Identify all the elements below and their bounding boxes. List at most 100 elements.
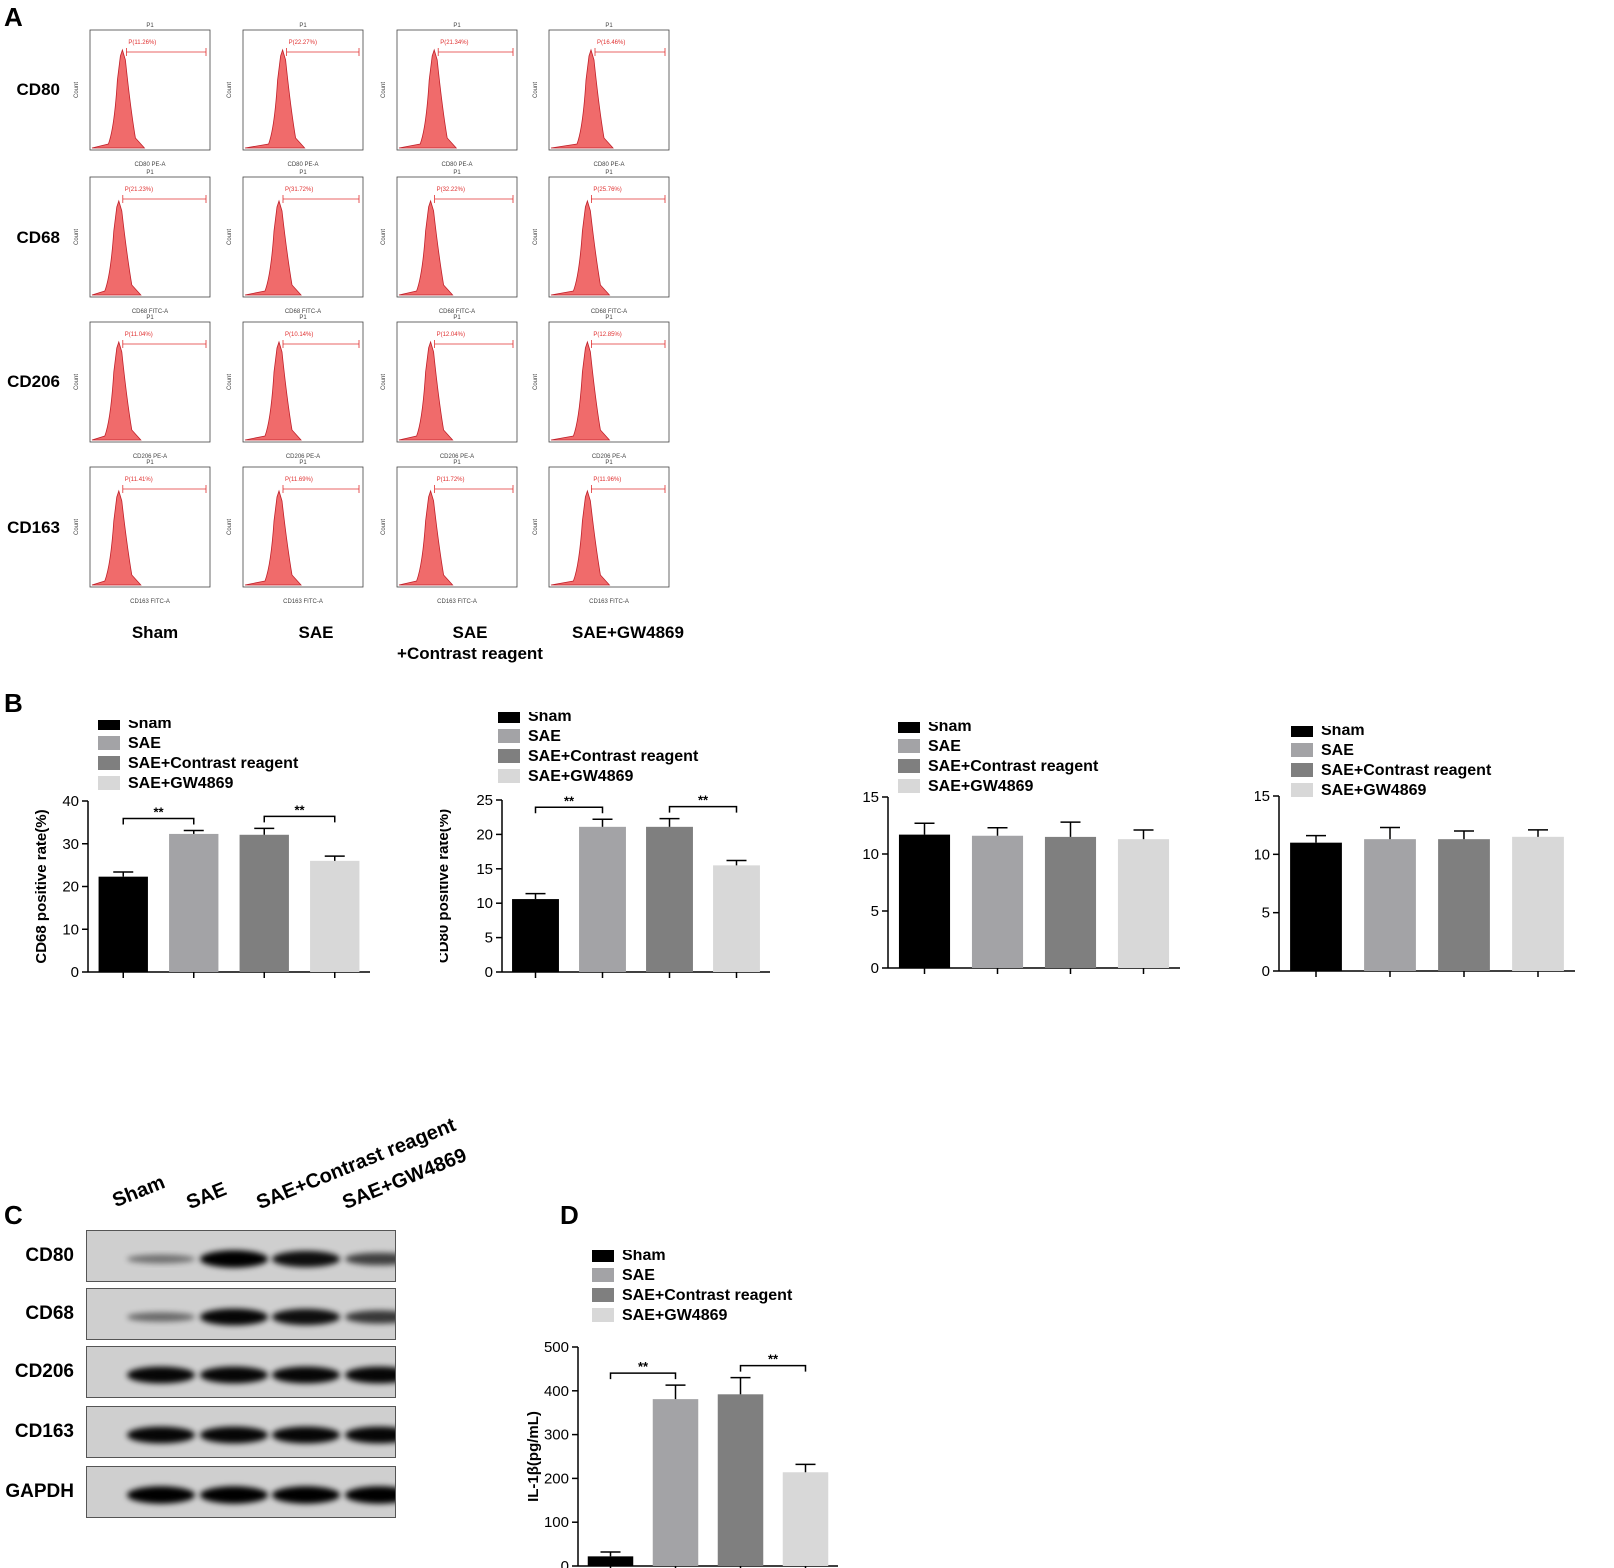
- flow-peak: [398, 199, 454, 296]
- chart-legend: Sham SAE SAE+Contrast reagent SAE+GW4869: [98, 720, 299, 792]
- legend-swatch: [98, 776, 120, 790]
- flow-x-axis-label: CD80 PE-A: [287, 162, 318, 168]
- flow-x-axis-label: CD206 PE-A: [440, 454, 474, 460]
- flow-x-axis-label: CD206 PE-A: [592, 454, 626, 460]
- flow-gate-label: P(11.41%): [125, 477, 153, 483]
- legend-swatch: [98, 736, 120, 750]
- flow-plot-title: P1: [605, 170, 613, 176]
- bar: [1044, 836, 1097, 968]
- legend-swatch: [1291, 763, 1313, 777]
- flow-x-axis-label: CD163 FITC-A: [437, 599, 477, 605]
- significance-bracket: [609, 1372, 677, 1380]
- y-tick-label: 5: [871, 903, 879, 920]
- bar: [98, 876, 148, 972]
- flow-y-axis-label: Count: [381, 519, 387, 535]
- legend-swatch: [498, 769, 520, 783]
- wb-bands: [127, 1308, 395, 1326]
- legend-label: SAE+Contrast reagent: [1321, 762, 1492, 779]
- chart-cd206-positive-rate: Sham SAE SAE+Contrast reagent SAE+GW4869 0 5 1…: [1255, 726, 1575, 980]
- flow-plot-title: P1: [146, 170, 154, 176]
- flow-plot-title: P1: [453, 315, 461, 321]
- legend-label: SAE+Contrast reagent: [528, 748, 699, 765]
- flow-y-axis-label: Count: [533, 229, 539, 245]
- wb-strip: [86, 1466, 396, 1518]
- y-tick-label: 0: [1262, 963, 1270, 980]
- flow-x-axis-label: CD80 PE-A: [593, 162, 624, 168]
- significance-label: **: [698, 793, 709, 808]
- flow-gate-label: P(11.72%): [437, 477, 465, 483]
- wb-band: [127, 1426, 195, 1444]
- flow-frame: [396, 321, 518, 443]
- legend-label: SAE+Contrast reagent: [928, 758, 1099, 775]
- flow-frame: [396, 176, 518, 298]
- chart-il1b: Sham SAE SAE+Contrast reagent SAE+GW4869 0 10…: [525, 1250, 838, 1568]
- y-tick-label: 300: [544, 1427, 569, 1444]
- flow-frame: [242, 321, 364, 443]
- legend-label: SAE+GW4869: [928, 778, 1033, 795]
- flow-frame: [548, 466, 670, 588]
- wb-band: [345, 1366, 395, 1384]
- flow-x-axis-label: CD68 FITC-A: [132, 309, 168, 315]
- bar: [782, 1472, 829, 1566]
- flow-y-axis-label: Count: [227, 374, 233, 390]
- flow-col-label-sae-contrast-sub: +Contrast reagent: [397, 644, 543, 663]
- flow-x-axis-label: CD80 PE-A: [134, 162, 165, 168]
- legend-label: SAE: [928, 738, 961, 755]
- legend-swatch: [498, 712, 520, 723]
- bar: [1512, 836, 1564, 971]
- flow-peak: [91, 199, 142, 296]
- flow-col-label-sae-gw4869: SAE+GW4869: [572, 623, 684, 642]
- flow-gate-label: P(11.04%): [125, 332, 153, 338]
- legend-swatch: [592, 1250, 614, 1262]
- flow-y-axis-label: Count: [381, 82, 387, 98]
- bar: [971, 835, 1024, 968]
- flow-gate-label: P(31.72%): [285, 187, 313, 193]
- flow-frame: [242, 29, 364, 151]
- legend-swatch: [592, 1288, 614, 1302]
- y-tick-label: 0: [485, 964, 493, 981]
- bar: [713, 865, 760, 972]
- legend-swatch: [1291, 743, 1313, 757]
- legend-label: SAE+GW4869: [528, 768, 633, 785]
- flow-y-axis-label: Count: [533, 374, 539, 390]
- legend-label: SAE: [528, 728, 561, 745]
- flow-peak: [244, 48, 306, 149]
- significance-bracket: [668, 805, 738, 813]
- flow-cytometry-grid: CD80 CD68 CD206 CD163 P1 Count CD80 PE-A P(11.2…: [0, 0, 720, 670]
- wb-band: [345, 1426, 395, 1444]
- legend-swatch: [898, 779, 920, 793]
- western-blot: Sham SAE SAE+Contrast reagent SAE+GW4869…: [0, 1110, 520, 1568]
- wb-band: [127, 1486, 195, 1504]
- flow-y-axis-label: Count: [74, 82, 80, 98]
- flow-col-label-sae: SAE: [298, 623, 334, 642]
- y-tick-label: 5: [1262, 905, 1270, 922]
- flow-gate-label: P(11.26%): [128, 40, 156, 46]
- bar: [579, 826, 626, 972]
- bar: [1290, 842, 1342, 971]
- legend-label: SAE+Contrast reagent: [128, 755, 299, 772]
- legend-swatch: [98, 720, 120, 730]
- flow-row-label: CD206: [7, 372, 60, 391]
- legend-swatch: [898, 759, 920, 773]
- significance-label: **: [768, 1352, 779, 1367]
- flow-plot-title: P1: [299, 23, 307, 29]
- bar: [1438, 839, 1490, 971]
- flow-gate-label: P(21.23%): [125, 187, 153, 193]
- flow-frame: [548, 321, 670, 443]
- y-tick-label: 200: [544, 1470, 569, 1487]
- bar: [646, 826, 693, 972]
- wb-band: [200, 1250, 268, 1268]
- flow-x-axis-label: CD163 FITC-A: [283, 599, 323, 605]
- legend-swatch: [898, 722, 920, 733]
- legend-label: Sham: [928, 722, 972, 735]
- wb-row-label: CD163: [14, 1421, 74, 1442]
- panel-letter-a: A: [4, 2, 23, 32]
- wb-strip: [86, 1346, 396, 1398]
- flow-row-label: CD80: [16, 80, 60, 99]
- flow-gate-label: P(12.85%): [593, 332, 621, 338]
- wb-band: [272, 1250, 340, 1268]
- flow-frame: [396, 29, 518, 151]
- flow-peak: [398, 489, 454, 586]
- chart-legend: Sham SAE SAE+Contrast reagent SAE+GW4869: [592, 1250, 793, 1324]
- wb-band: [200, 1486, 268, 1504]
